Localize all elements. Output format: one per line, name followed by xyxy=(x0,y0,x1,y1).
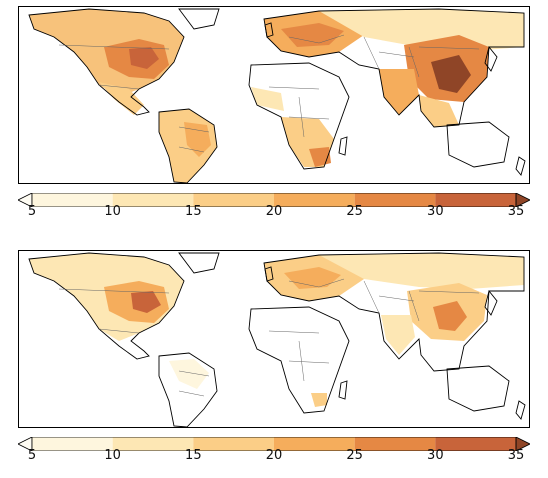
outline-north-america xyxy=(28,8,185,116)
colorbar-bin-2 xyxy=(112,437,194,451)
world-map-bottom xyxy=(28,252,526,427)
outline-greenland xyxy=(178,8,220,30)
outline-japan xyxy=(484,46,498,72)
country-borders xyxy=(58,278,480,397)
colorbar-bin-4 xyxy=(274,437,355,451)
heat-europe-core xyxy=(281,23,344,47)
colorbar-tick: 15 xyxy=(185,204,202,219)
colorbar-tick: 20 xyxy=(265,448,283,463)
outline-africa xyxy=(248,62,350,170)
colorbar-tick: 20 xyxy=(265,204,283,219)
colorbar-bottom: 5 10 15 20 25 30 35 xyxy=(17,436,531,466)
outline-japan xyxy=(484,290,498,316)
colorbar-tick: 5 xyxy=(27,204,37,219)
colorbar-tick: 10 xyxy=(104,204,121,219)
map-bottom[interactable] xyxy=(18,250,530,428)
colorbar-bin-5 xyxy=(354,193,436,207)
outline-madagascar xyxy=(338,136,348,156)
heat-se-asia xyxy=(419,95,459,127)
colorbar-gradient-bottom xyxy=(17,436,531,452)
outline-eurasia xyxy=(263,8,525,128)
colorbar-bin-1 xyxy=(32,437,113,451)
heat-south-america xyxy=(169,359,209,389)
heat-brazil xyxy=(184,122,211,157)
heat-europe-core xyxy=(284,267,341,289)
colorbar-tick: 25 xyxy=(346,448,363,463)
heat-south-africa xyxy=(311,393,327,407)
colorbar-tick: 35 xyxy=(507,448,525,463)
country-borders xyxy=(58,34,480,153)
colorbar-tick: 35 xyxy=(507,204,525,219)
colorbar-bin-3 xyxy=(193,193,274,207)
outline-south-america xyxy=(158,108,218,183)
outline-north-america xyxy=(28,252,185,360)
heat-mexico xyxy=(99,82,144,115)
heat-india xyxy=(381,315,415,355)
colorbar-tick: 5 xyxy=(27,448,37,463)
heat-russia xyxy=(319,253,524,289)
outline-uk xyxy=(264,266,274,282)
heat-fill-layer xyxy=(29,253,524,407)
colorbar-bin-4 xyxy=(274,193,355,207)
heat-china-core xyxy=(433,301,467,331)
heat-usa-core xyxy=(131,291,161,313)
outline-africa xyxy=(248,306,350,414)
colorbar-tick: 15 xyxy=(185,448,202,463)
colorbar-tick: 10 xyxy=(104,448,121,463)
outline-greenland xyxy=(178,252,220,274)
colorbar-bin-6 xyxy=(435,193,516,207)
world-map-top xyxy=(28,8,526,183)
land-outlines xyxy=(28,8,526,183)
outline-new-zealand xyxy=(515,400,526,420)
outline-uk xyxy=(264,22,274,38)
outline-new-zealand xyxy=(515,156,526,176)
colorbar-bin-5 xyxy=(354,437,436,451)
colorbar-bin-1 xyxy=(32,193,113,207)
outline-south-america xyxy=(158,352,218,427)
colorbar-bin-2 xyxy=(112,193,194,207)
colorbar-tick: 25 xyxy=(346,204,363,219)
colorbar-tick: 30 xyxy=(427,448,444,463)
outline-madagascar xyxy=(338,380,348,400)
heat-usa-core xyxy=(129,47,159,69)
heat-africa-west xyxy=(251,87,284,111)
heat-fill-layer xyxy=(29,9,524,183)
map-top[interactable] xyxy=(18,6,530,184)
colorbar-tick: 30 xyxy=(427,204,444,219)
outline-eurasia xyxy=(263,252,525,372)
colorbar-top: 5 10 15 20 25 30 35 xyxy=(17,192,531,222)
outline-australia xyxy=(446,121,510,168)
land-outlines xyxy=(28,252,526,427)
colorbar-bin-3 xyxy=(193,437,274,451)
heat-india xyxy=(379,69,419,115)
heat-china-core xyxy=(431,55,471,93)
colorbar-bin-6 xyxy=(435,437,516,451)
colorbar-gradient-top xyxy=(17,192,531,208)
outline-australia xyxy=(446,365,510,412)
